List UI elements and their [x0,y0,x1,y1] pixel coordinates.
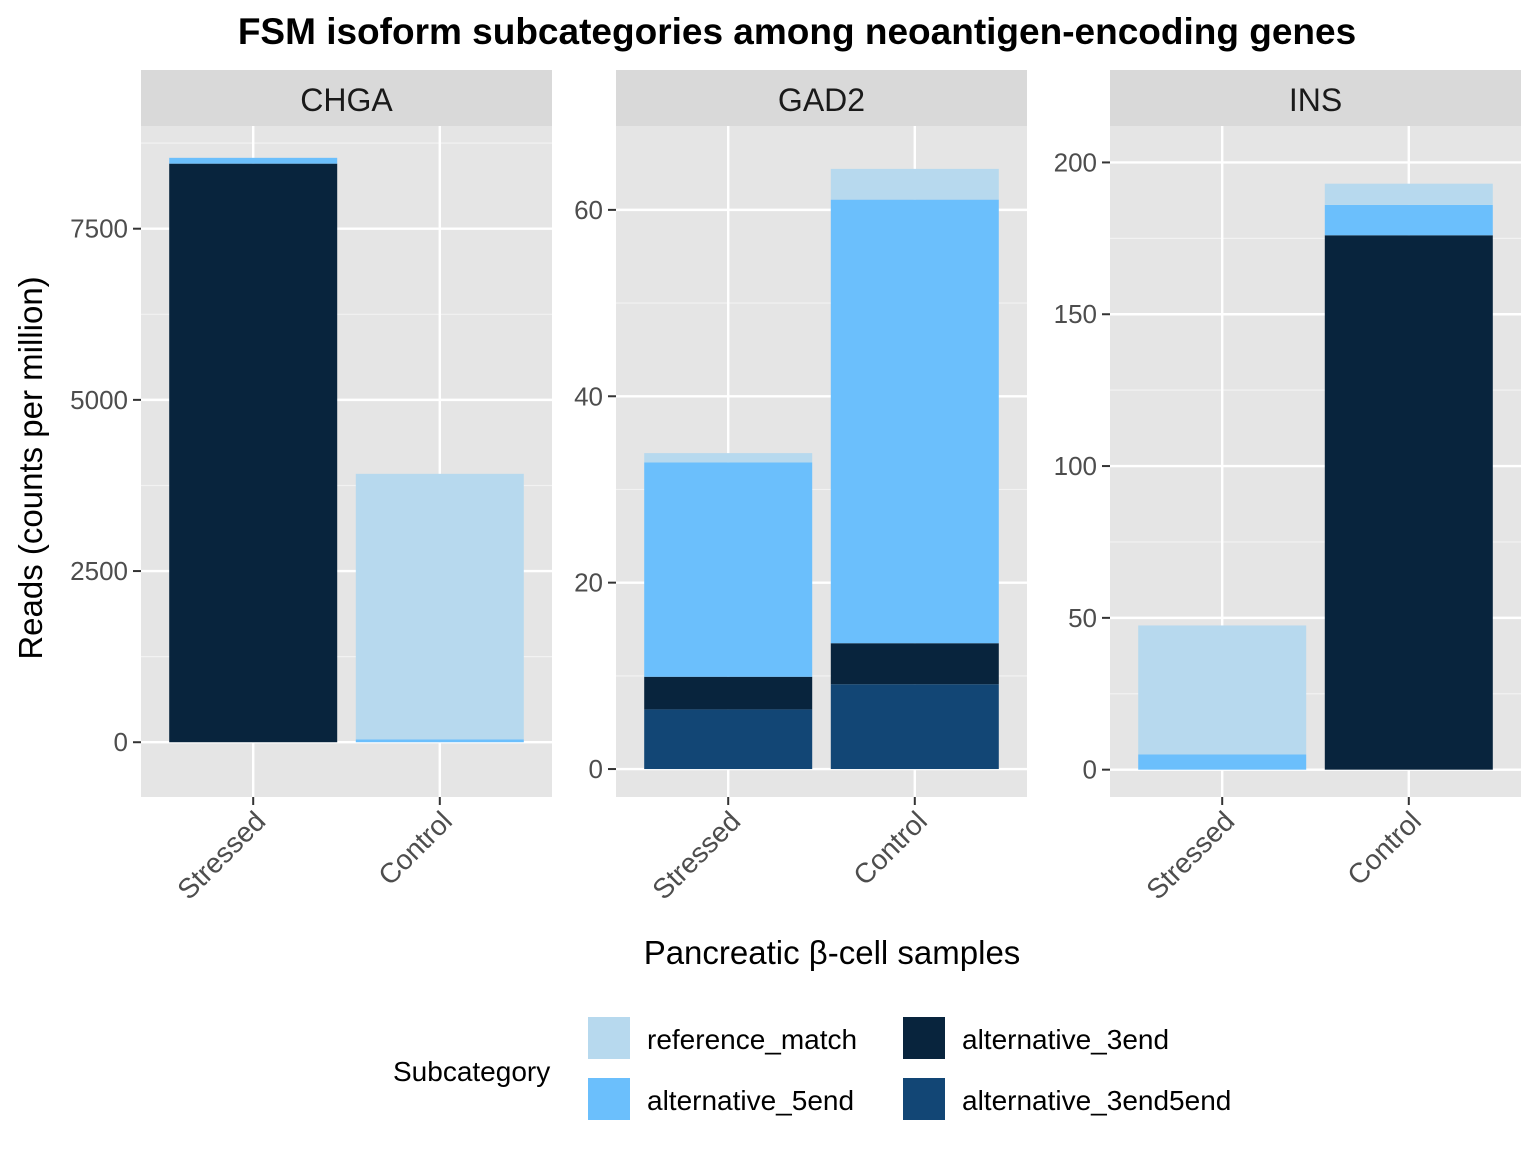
bar-chga-stressed-alternative_3end [169,163,338,743]
y-axis-title: Reads (counts per million) [12,276,49,659]
bar-gad2-control-alternative_3end [830,643,999,685]
bar-chga-control-reference_match [355,473,524,740]
bar-gad2-control-reference_match [830,168,999,200]
facet-label-chga: CHGA [300,82,393,118]
bar-ins-control-reference_match [1324,183,1493,205]
legend-key-alternative_5end [586,1076,632,1122]
bar-chga-stressed-alternative_5end [169,157,338,164]
legend-label-alternative_3end: alternative_3end [962,1024,1169,1055]
bar-gad2-stressed-alternative_3end5end [644,709,813,770]
facet-strip [141,70,552,126]
legend-key-alternative_3end [901,1015,947,1061]
x-axis-title: Pancreatic β-cell samples [644,934,1021,971]
x-tick-label: Stressed [646,805,746,905]
panel-gad2: GAD2 0 20 40 60 Stressed Control [574,70,1027,905]
panel-chga: CHGA 0 2500 5000 7500 Stressed Control [70,70,552,905]
y-tick-label: 150 [1054,299,1097,329]
y-tick-label: 100 [1054,451,1097,481]
legend-label-alternative_3end5end: alternative_3end5end [962,1085,1231,1116]
x-tick-label: Stressed [171,805,271,905]
chart-panels: CHGA 0 2500 5000 7500 Stressed Control GAD2 0 20 4… [70,70,1521,905]
y-tick-label: 50 [1068,603,1097,633]
x-tick-label: Control [1341,805,1427,891]
y-tick-label: 60 [574,195,603,225]
bar-gad2-control-alternative_5end [830,199,999,644]
legend: Subcategory reference_match alternative_5… [393,1015,1231,1122]
legend-key-reference_match [586,1015,632,1061]
panel-ins: INS 0 50 100 150 200 Stressed Control [1054,70,1521,905]
y-tick-label: 20 [574,568,603,598]
facet-label-gad2: GAD2 [778,82,865,118]
legend-label-alternative_5end: alternative_5end [647,1085,854,1116]
bar-gad2-stressed-alternative_5end [644,462,813,677]
legend-key-alternative_3end5end [901,1076,947,1122]
x-tick-label: Control [847,805,933,891]
bar-chga-control-alternative_5end [355,739,524,743]
y-tick-label: 2500 [70,556,128,586]
bar-ins-stressed-reference_match [1138,625,1307,755]
facet-strip [616,70,1027,126]
y-tick-label: 0 [114,727,128,757]
y-tick-label: 7500 [70,214,128,244]
bar-ins-control-alternative_3end [1324,235,1493,770]
legend-title: Subcategory [393,1056,550,1087]
y-tick-label: 0 [589,754,603,784]
y-tick-label: 40 [574,381,603,411]
y-tick-label: 0 [1083,755,1097,785]
bar-gad2-stressed-reference_match [644,453,813,463]
bar-ins-control-alternative_5end [1324,204,1493,236]
x-tick-label: Control [372,805,458,891]
y-tick-label: 5000 [70,385,128,415]
legend-label-reference_match: reference_match [647,1024,857,1055]
y-tick-label: 200 [1054,147,1097,177]
facet-label-ins: INS [1289,82,1342,118]
bar-ins-stressed-alternative_5end [1138,754,1307,770]
facet-strip [1110,70,1521,126]
bar-gad2-stressed-alternative_3end [644,676,813,710]
bar-gad2-control-alternative_3end5end [830,684,999,770]
chart-title: FSM isoform subcategories among neoantig… [238,11,1356,52]
x-tick-label: Stressed [1140,805,1240,905]
